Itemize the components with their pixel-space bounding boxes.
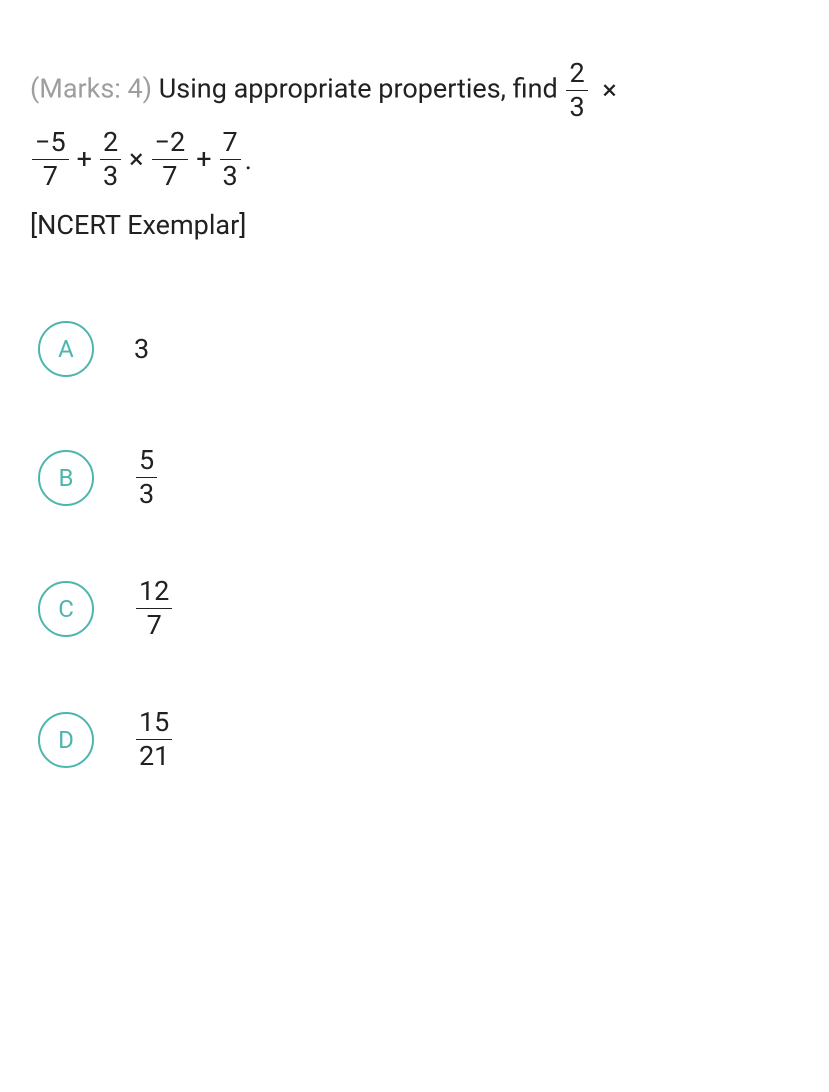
option-c-fraction: 12 7 (136, 578, 172, 639)
fraction-4-num: −2 (152, 129, 189, 160)
fraction-5: 7 3 (220, 129, 241, 190)
question-prompt: Using appropriate properties, find (159, 73, 558, 105)
option-d[interactable]: D 15 21 (38, 709, 799, 770)
question-line1: (Marks: 4) Using appropriate properties,… (30, 60, 799, 121)
fraction-3-den: 3 (100, 160, 121, 190)
fraction-5-num: 7 (220, 129, 241, 160)
option-a[interactable]: A 3 (38, 321, 799, 377)
question-line2: −5 7 + 2 3 × −2 7 + 7 3 . (30, 129, 799, 190)
option-b-num: 5 (136, 447, 157, 478)
option-a-letter: A (38, 321, 94, 377)
operator-4: + (196, 134, 211, 185)
fraction-3-num: 2 (100, 129, 121, 160)
options-list: A 3 B 5 3 C 12 7 D 15 21 (30, 321, 799, 770)
option-c-letter: C (38, 581, 94, 637)
operator-2: + (77, 134, 92, 185)
option-d-letter: D (38, 712, 94, 768)
fraction-1-den: 3 (566, 91, 587, 121)
option-a-value: 3 (134, 333, 149, 365)
option-b[interactable]: B 5 3 (38, 447, 799, 508)
fraction-4-den: 7 (152, 160, 189, 190)
option-d-fraction: 15 21 (136, 709, 172, 770)
option-b-value: 5 3 (134, 447, 159, 508)
operator-3: × (129, 134, 143, 185)
fraction-5-den: 3 (220, 160, 241, 190)
fraction-3: 2 3 (100, 129, 121, 190)
option-d-num: 15 (136, 709, 172, 740)
option-b-letter: B (38, 450, 94, 506)
option-c-den: 7 (136, 609, 172, 639)
fraction-4: −2 7 (152, 129, 189, 190)
operator-1: × (602, 65, 616, 116)
fraction-2: −5 7 (32, 129, 69, 190)
fraction-2-den: 7 (32, 160, 69, 190)
fraction-1: 2 3 (566, 60, 587, 121)
marks-label: (Marks: 4) (30, 73, 152, 105)
fraction-2-num: −5 (32, 129, 69, 160)
option-b-fraction: 5 3 (136, 447, 157, 508)
option-c-value: 12 7 (134, 578, 174, 639)
option-c[interactable]: C 12 7 (38, 578, 799, 639)
fraction-1-num: 2 (566, 60, 587, 91)
option-b-den: 3 (136, 478, 157, 508)
option-c-num: 12 (136, 578, 172, 609)
option-d-den: 21 (136, 740, 172, 770)
question-block: (Marks: 4) Using appropriate properties,… (30, 60, 799, 251)
period: . (245, 135, 252, 186)
source-tag: [NCERT Exemplar] (30, 200, 799, 251)
option-d-value: 15 21 (134, 709, 174, 770)
